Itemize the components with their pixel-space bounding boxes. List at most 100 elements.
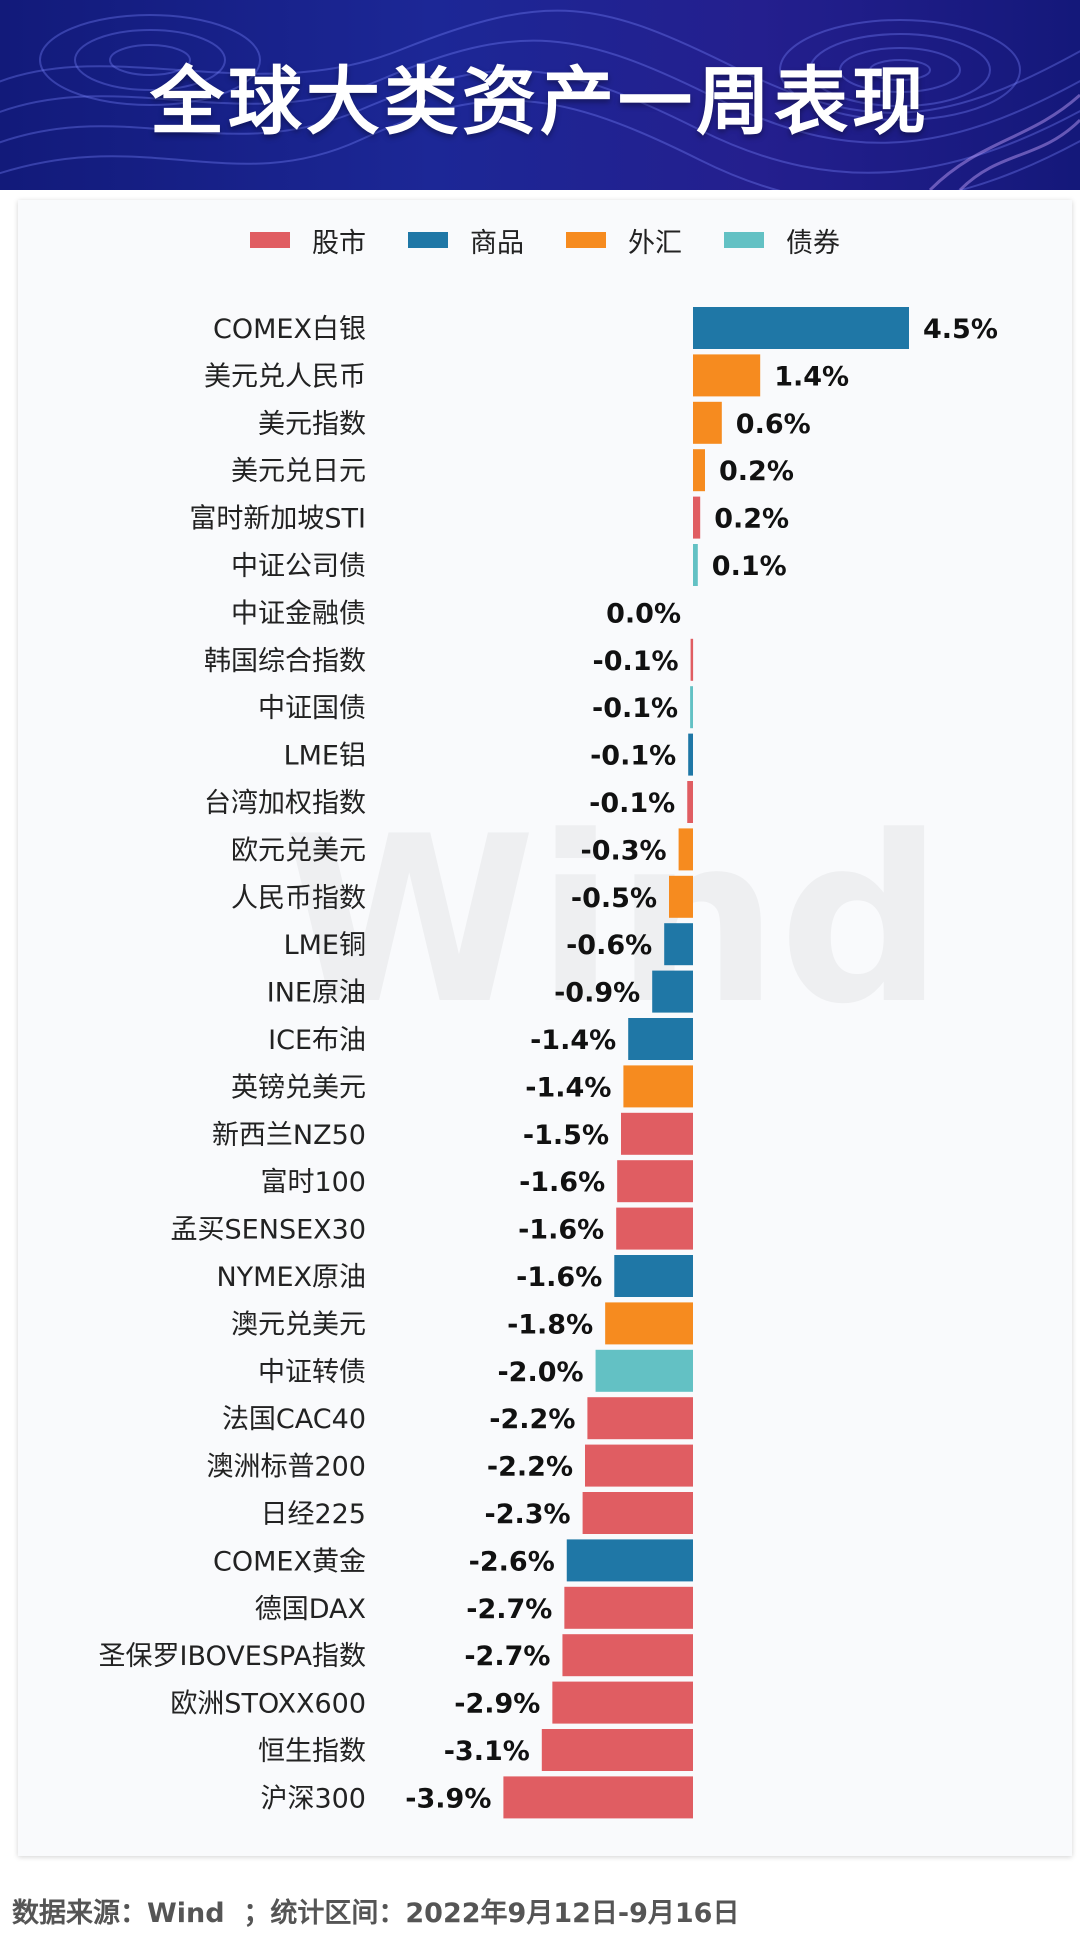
bar xyxy=(562,1634,693,1677)
legend-label: 债券 xyxy=(786,227,840,259)
category-label: COMEX黄金 xyxy=(213,1546,366,1577)
data-label: -1.5% xyxy=(523,1120,609,1151)
data-label: -3.9% xyxy=(405,1783,491,1814)
data-label: 0.0% xyxy=(606,598,681,629)
footer-source: 数据来源：Wind ；统计区间：2022年9月12日-9月16日 xyxy=(12,1897,740,1929)
legend-swatch xyxy=(408,232,448,248)
bar xyxy=(628,1018,693,1060)
category-label: 孟买SENSEX30 xyxy=(171,1215,366,1246)
bar xyxy=(693,354,761,397)
category-label: 法国CAC40 xyxy=(222,1404,366,1435)
bar xyxy=(690,638,694,681)
data-label: -2.7% xyxy=(464,1641,550,1672)
category-label: 新西兰NZ50 xyxy=(212,1120,366,1151)
bar xyxy=(564,1586,693,1629)
data-label: -2.2% xyxy=(489,1404,575,1435)
data-label: 0.2% xyxy=(719,456,794,487)
bar xyxy=(585,1444,693,1487)
legend: 股市 商品 外汇 债券 xyxy=(18,218,1072,262)
bar xyxy=(693,496,701,539)
data-label: -0.6% xyxy=(566,930,652,961)
bar xyxy=(664,923,693,966)
data-label: -0.3% xyxy=(581,835,667,866)
data-label: -1.4% xyxy=(525,1072,611,1103)
category-label: 澳元兑美元 xyxy=(231,1309,366,1340)
data-label: -1.6% xyxy=(518,1215,604,1246)
data-label: 4.5% xyxy=(923,314,998,345)
bar xyxy=(652,970,693,1013)
bar xyxy=(669,875,693,918)
bar xyxy=(582,1492,693,1534)
data-label: -1.4% xyxy=(530,1025,616,1056)
category-label: NYMEX原油 xyxy=(216,1262,366,1293)
data-label: 0.1% xyxy=(712,551,787,582)
category-label: 中证国债 xyxy=(258,693,366,724)
data-label: 0.6% xyxy=(736,409,811,440)
category-label: 沪深300 xyxy=(260,1783,366,1814)
category-label: 中证转债 xyxy=(258,1357,366,1388)
category-label: 欧洲STOXX600 xyxy=(170,1689,366,1720)
category-label: ICE布油 xyxy=(268,1025,366,1056)
category-label: 富时新加坡STI xyxy=(189,504,366,535)
bar xyxy=(605,1302,693,1345)
category-label: 日经225 xyxy=(260,1499,366,1530)
category-label: INE原油 xyxy=(267,978,366,1009)
legend-item-bond: 债券 xyxy=(724,221,840,260)
bar xyxy=(616,1207,693,1250)
bar xyxy=(690,686,693,729)
watermark-logo: Wind xyxy=(283,788,944,1055)
data-label: -2.3% xyxy=(485,1499,571,1530)
category-label: 中证金融债 xyxy=(231,598,366,629)
category-label: 韩国综合指数 xyxy=(204,646,366,677)
category-label: 英镑兑美元 xyxy=(231,1072,366,1103)
data-label: -0.9% xyxy=(554,978,640,1009)
data-label: -0.1% xyxy=(593,646,679,677)
category-label: LME铜 xyxy=(284,930,366,961)
legend-swatch xyxy=(566,232,606,248)
category-label: 人民币指数 xyxy=(231,883,366,914)
chart-card: 股市 商品 外汇 债券 Wind COMEX白银 4.5% 美元兑人民币 1.4% 美元指数 0.… xyxy=(18,200,1072,1856)
category-label: 欧元兑美元 xyxy=(231,835,366,866)
bar xyxy=(623,1065,693,1108)
data-label: -0.1% xyxy=(589,788,675,819)
data-label: -2.0% xyxy=(497,1357,583,1388)
data-label: -2.6% xyxy=(469,1546,555,1577)
page-title: 全球大类资产一周表现 xyxy=(150,58,930,145)
data-label: -1.6% xyxy=(519,1167,605,1198)
category-label: 台湾加权指数 xyxy=(204,788,366,819)
category-label: COMEX白银 xyxy=(213,314,366,345)
legend-item-stock: 股市 xyxy=(250,221,366,260)
category-label: 富时100 xyxy=(260,1167,366,1198)
bar xyxy=(614,1255,693,1297)
data-label: -2.9% xyxy=(454,1689,540,1720)
bar xyxy=(693,307,909,349)
bar xyxy=(693,449,705,492)
bar xyxy=(688,733,693,776)
data-label: -1.6% xyxy=(516,1262,602,1293)
category-label: 圣保罗IBOVESPA指数 xyxy=(99,1641,366,1672)
category-label: 恒生指数 xyxy=(258,1736,366,1767)
data-label: -1.8% xyxy=(507,1309,593,1340)
data-label: -0.1% xyxy=(592,693,678,724)
legend-label: 商品 xyxy=(470,227,524,259)
bar xyxy=(503,1776,693,1819)
legend-label: 股市 xyxy=(312,227,366,259)
category-label: 美元指数 xyxy=(258,409,366,440)
legend-swatch xyxy=(250,232,290,248)
bar xyxy=(587,1397,693,1440)
data-label: -0.1% xyxy=(590,741,676,772)
legend-label: 外汇 xyxy=(628,227,682,259)
data-label: 0.2% xyxy=(714,504,789,535)
data-label: -2.2% xyxy=(487,1452,573,1483)
bar xyxy=(566,1539,693,1582)
legend-item-commodity: 商品 xyxy=(408,221,524,260)
category-label: 中证公司债 xyxy=(231,551,366,582)
topographic-pattern-icon xyxy=(0,9,1080,190)
category-label: 美元兑人民币 xyxy=(204,361,366,392)
data-label: -0.5% xyxy=(571,883,657,914)
bar xyxy=(687,781,693,823)
bar xyxy=(621,1112,693,1155)
category-label: 德国DAX xyxy=(255,1594,366,1625)
bar xyxy=(693,401,722,444)
data-label: -3.1% xyxy=(444,1736,530,1767)
